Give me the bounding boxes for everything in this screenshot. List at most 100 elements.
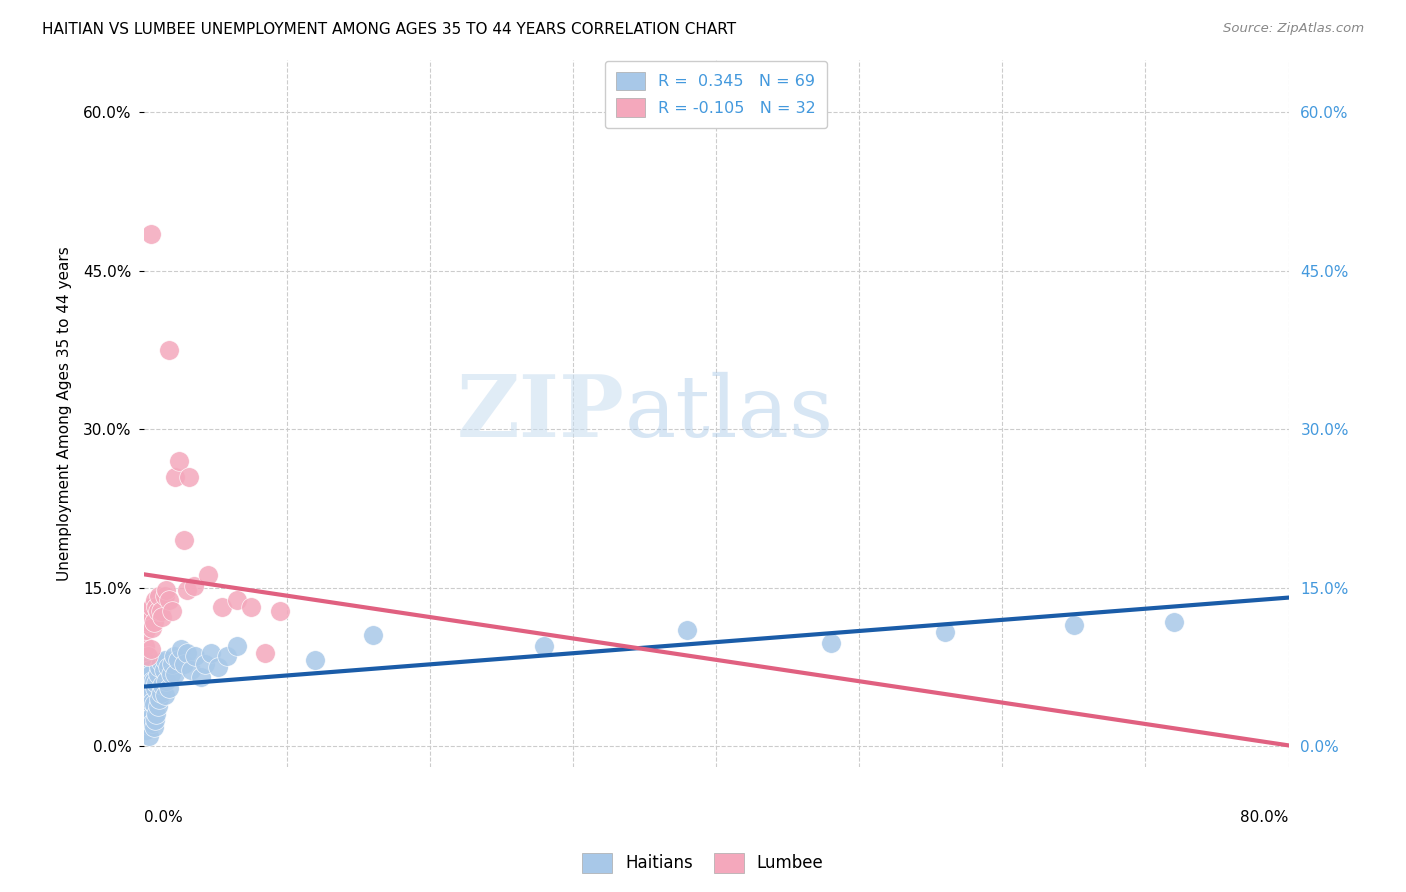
- Point: [138, 678, 160, 692]
- Point: [143, 593, 166, 607]
- Point: [148, 660, 170, 674]
- Point: [138, 695, 160, 709]
- Point: [146, 698, 169, 713]
- Point: [136, 698, 159, 713]
- Point: [225, 593, 247, 607]
- Text: 80.0%: 80.0%: [1240, 810, 1288, 825]
- Point: [135, 655, 157, 669]
- Point: [134, 707, 156, 722]
- Point: [139, 709, 162, 723]
- Point: [142, 615, 165, 629]
- Point: [165, 667, 187, 681]
- Point: [139, 667, 162, 681]
- Point: [142, 673, 165, 688]
- Point: [183, 579, 205, 593]
- Point: [142, 697, 165, 711]
- Text: Source: ZipAtlas.com: Source: ZipAtlas.com: [1223, 22, 1364, 36]
- Point: [179, 470, 201, 484]
- Point: [141, 695, 163, 709]
- Point: [239, 599, 262, 614]
- Point: [153, 689, 176, 703]
- Point: [141, 673, 163, 688]
- Point: [141, 599, 163, 614]
- Point: [134, 718, 156, 732]
- Point: [197, 568, 219, 582]
- Point: [138, 604, 160, 618]
- Point: [170, 642, 193, 657]
- Point: [138, 663, 160, 677]
- Point: [934, 625, 956, 640]
- Point: [134, 639, 156, 653]
- Point: [136, 718, 159, 732]
- Point: [155, 673, 177, 688]
- Point: [135, 671, 157, 685]
- Point: [136, 615, 159, 629]
- Point: [163, 649, 186, 664]
- Point: [1163, 615, 1185, 629]
- Point: [148, 589, 170, 603]
- Point: [141, 621, 163, 635]
- Point: [148, 691, 170, 706]
- Point: [194, 657, 217, 671]
- Point: [1063, 617, 1085, 632]
- Point: [136, 660, 159, 674]
- Point: [211, 599, 233, 614]
- Point: [269, 604, 291, 618]
- Point: [254, 646, 277, 660]
- Point: [157, 343, 180, 357]
- Point: [146, 667, 169, 681]
- Point: [533, 639, 555, 653]
- Legend: Haitians, Lumbee: Haitians, Lumbee: [575, 847, 831, 880]
- Text: 0.0%: 0.0%: [143, 810, 183, 825]
- Point: [152, 663, 174, 677]
- Point: [139, 689, 162, 703]
- Point: [820, 635, 842, 649]
- Point: [173, 657, 195, 671]
- Point: [157, 681, 180, 695]
- Point: [135, 686, 157, 700]
- Point: [169, 454, 191, 468]
- Text: atlas: atlas: [624, 372, 834, 455]
- Point: [139, 227, 162, 241]
- Point: [153, 589, 176, 603]
- Point: [361, 628, 384, 642]
- Point: [143, 713, 166, 727]
- Point: [139, 642, 162, 657]
- Point: [134, 691, 156, 706]
- Point: [145, 707, 167, 722]
- Legend: R =  0.345   N = 69, R = -0.105   N = 32: R = 0.345 N = 69, R = -0.105 N = 32: [605, 61, 827, 128]
- Point: [141, 715, 163, 730]
- Point: [134, 681, 156, 695]
- Point: [176, 582, 198, 597]
- Point: [190, 671, 212, 685]
- Point: [225, 639, 247, 653]
- Point: [676, 623, 699, 637]
- Point: [142, 720, 165, 734]
- Point: [139, 610, 162, 624]
- Point: [304, 652, 326, 666]
- Point: [143, 681, 166, 695]
- Point: [135, 723, 157, 738]
- Point: [215, 649, 238, 664]
- Point: [160, 657, 183, 671]
- Text: ZIP: ZIP: [457, 371, 624, 456]
- Point: [173, 533, 195, 548]
- Point: [149, 686, 172, 700]
- Point: [138, 713, 160, 727]
- Point: [145, 599, 167, 614]
- Point: [149, 655, 172, 669]
- Point: [157, 593, 180, 607]
- Point: [180, 663, 202, 677]
- Point: [165, 470, 187, 484]
- Point: [184, 649, 207, 664]
- Point: [150, 610, 173, 624]
- Point: [135, 623, 157, 637]
- Point: [150, 678, 173, 692]
- Point: [207, 660, 229, 674]
- Point: [136, 678, 159, 692]
- Point: [155, 582, 177, 597]
- Point: [159, 667, 181, 681]
- Point: [176, 646, 198, 660]
- Point: [145, 675, 167, 690]
- Y-axis label: Unemployment Among Ages 35 to 44 years: Unemployment Among Ages 35 to 44 years: [58, 246, 72, 581]
